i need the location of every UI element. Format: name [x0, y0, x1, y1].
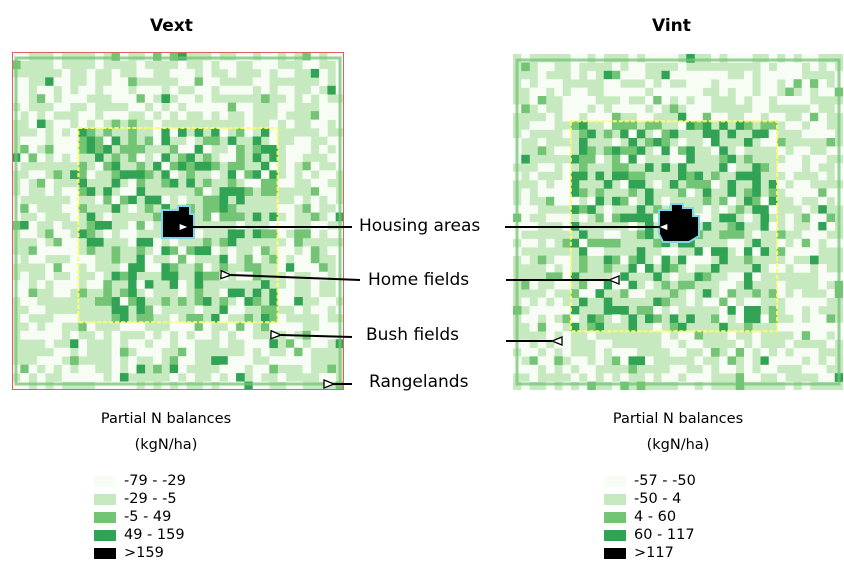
legend-item: -79 - -29 [94, 472, 186, 490]
legend-swatch [604, 493, 626, 505]
legend-swatch [94, 511, 116, 523]
housing-area [658, 203, 700, 243]
map-vint [513, 54, 843, 390]
legend-item: 49 - 159 [94, 526, 186, 544]
legend-swatch [604, 547, 626, 559]
legend-swatch [604, 511, 626, 523]
map-title-vint: Vint [652, 16, 691, 36]
legend-swatch [604, 529, 626, 541]
legend-title-vint: Partial N balances (kgN/ha) [612, 411, 744, 453]
label-bush-fields: Bush fields [366, 325, 460, 345]
arrow-home-vext [231, 275, 361, 281]
legend-item: >117 [604, 544, 696, 562]
map-title-vext: Vext [150, 16, 193, 36]
label-rangelands: Rangelands [369, 372, 469, 392]
legend-item: -5 - 49 [94, 508, 186, 526]
legend-swatch [94, 529, 116, 541]
label-home-fields: Home fields [368, 270, 470, 290]
legend-swatch [94, 493, 116, 505]
legend-swatch [94, 547, 116, 559]
legend-swatch [604, 475, 626, 487]
legend-item: -29 - -5 [94, 490, 186, 508]
map-vext [12, 52, 344, 390]
legend-title-vext: Partial N balances (kgN/ha) [100, 411, 232, 453]
legend-vext: -79 - -29 -29 - -5 -5 - 49 49 - 159 >159 [94, 472, 186, 562]
legend-swatch [94, 475, 116, 487]
legend-item: -50 - 4 [604, 490, 696, 508]
arrow-bush-vext [281, 335, 353, 337]
legend-vint: -57 - -50 -50 - 4 4 - 60 60 - 117 >117 [604, 472, 696, 562]
legend-item: >159 [94, 544, 186, 562]
legend-item: -57 - -50 [604, 472, 696, 490]
label-housing-areas: Housing areas [359, 216, 481, 236]
legend-item: 4 - 60 [604, 508, 696, 526]
legend-item: 60 - 117 [604, 526, 696, 544]
